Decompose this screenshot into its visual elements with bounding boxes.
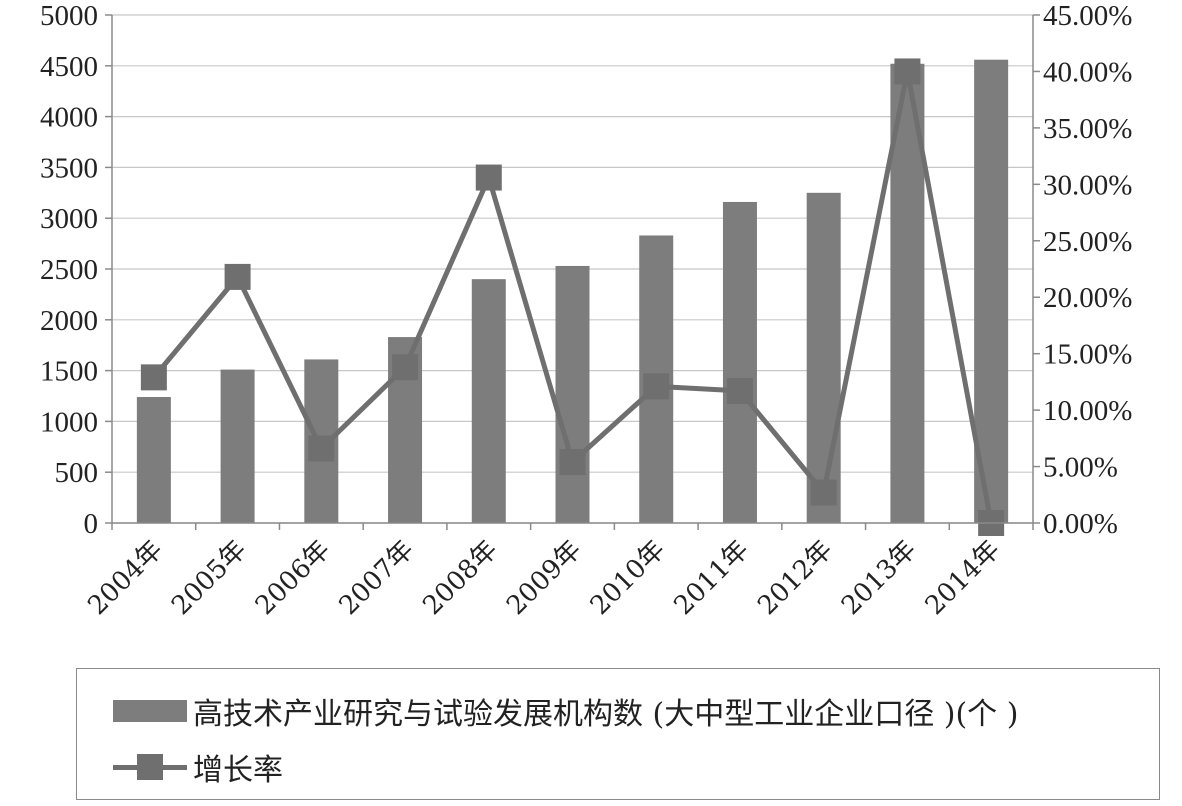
bar (555, 265, 590, 523)
combo-chart: 0 500 1000 1500 2000 2500 3000 3500 4000 4500 5000… (40, 0, 1132, 621)
y-right-tick-label: 40.00% (1043, 56, 1132, 88)
legend-label-bars: 高技术产业研究与试验发展机构数 (大中型工业企业口径 )(个 ) (193, 697, 1019, 732)
line-point (894, 58, 921, 85)
y-left-tick-label: 4500 (40, 51, 98, 83)
line-point (559, 449, 586, 476)
legend-item-bars: 高技术产业研究与试验发展机构数 (大中型工业企业口径 )(个 ) (113, 687, 1018, 735)
y-left-tick-label: 5000 (40, 0, 98, 32)
y-left-tick-label: 1500 (40, 356, 98, 388)
line-point (810, 479, 837, 506)
y-right-tick-label: 10.00% (1043, 395, 1132, 427)
y-right-tick-label: 30.00% (1043, 169, 1132, 201)
x-tick-label: 2008年 (417, 535, 503, 621)
y-left-tick-label: 2000 (40, 305, 98, 337)
x-tick-label: 2007年 (334, 535, 420, 621)
bar (806, 192, 841, 524)
bar (220, 369, 255, 523)
x-tick-label: 2012年 (752, 535, 838, 621)
y-left-tick-label: 500 (55, 457, 99, 489)
y-right-tick-label: 25.00% (1043, 226, 1132, 258)
y-right-tick-label: 15.00% (1043, 339, 1132, 371)
line-point (140, 364, 167, 391)
y-right-tick-label: 0.00% (1043, 508, 1118, 540)
y-right-tick-label: 35.00% (1043, 113, 1132, 145)
line-marker-swatch-icon (113, 754, 187, 780)
y-left-tick-label: 4000 (40, 102, 98, 134)
x-tick-label: 2006年 (250, 535, 336, 621)
bar (974, 59, 1009, 523)
y-left-tick-label: 0 (84, 508, 99, 540)
legend-label-line: 增长率 (193, 753, 283, 788)
bar (471, 279, 506, 523)
y-right-tick-label: 20.00% (1043, 282, 1132, 314)
line-point (643, 373, 670, 400)
y-left-tick-label: 3500 (40, 152, 98, 184)
y-right-tick-label: 45.00% (1043, 0, 1132, 32)
y-left-tick-label: 2500 (40, 254, 98, 286)
x-tick-label: 2005年 (166, 535, 252, 621)
line-point (726, 377, 753, 404)
x-tick-label: 2004年 (82, 535, 168, 621)
x-tick-label: 2011年 (669, 535, 755, 621)
legend-item-line: 增长率 (113, 743, 283, 791)
legend: 高技术产业研究与试验发展机构数 (大中型工业企业口径 )(个 ) 增长率 (76, 668, 1160, 800)
x-tick-label: 2009年 (501, 535, 587, 621)
bar (722, 201, 757, 523)
x-tick-label: 2013年 (836, 535, 922, 621)
bar-swatch-icon (113, 700, 187, 722)
line-point (475, 164, 502, 191)
line-point (224, 263, 251, 290)
line-point (308, 435, 335, 462)
y-right-tick-label: 5.00% (1043, 452, 1118, 484)
y-left-tick-label: 1000 (40, 406, 98, 438)
y-left-tick-label: 3000 (40, 203, 98, 235)
x-tick-label: 2010年 (585, 535, 671, 621)
line-series (140, 58, 1005, 536)
line-point (392, 354, 419, 381)
bar (136, 397, 171, 523)
x-tick-label: 2014年 (920, 535, 1006, 621)
